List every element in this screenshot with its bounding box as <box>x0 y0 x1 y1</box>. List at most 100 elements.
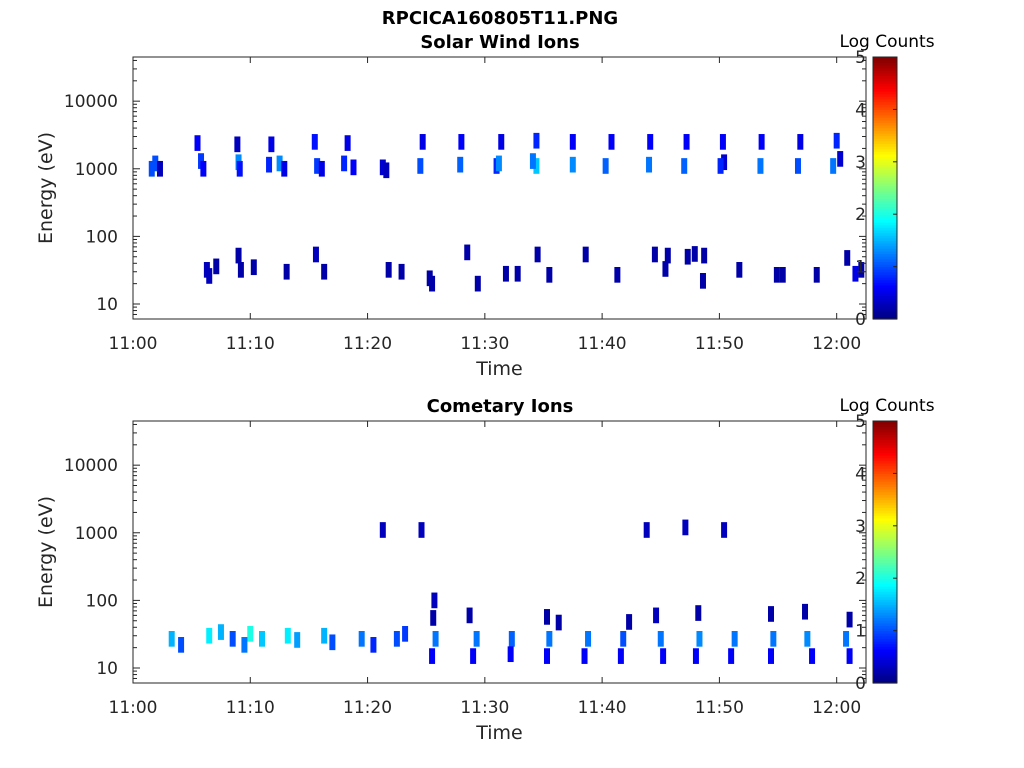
colorbar-segment <box>873 64 897 69</box>
colorbar-segment <box>873 431 897 435</box>
heatmap-cell <box>617 648 624 664</box>
plot-frame <box>132 56 867 320</box>
y-tick-label: 10000 <box>64 92 118 112</box>
colorbar-segment <box>873 130 897 134</box>
heatmap-cell <box>417 158 424 174</box>
y-tick-label: 1000 <box>75 524 118 544</box>
x-axis-label: Time <box>475 358 523 380</box>
heatmap-cell <box>728 648 735 664</box>
colorbar-tick-label: 5 <box>855 48 866 68</box>
colorbar-tick-label: 5 <box>855 412 866 432</box>
colorbar-segment <box>873 483 897 488</box>
heatmap-cell <box>691 246 698 262</box>
heatmap-cell <box>757 158 764 174</box>
heatmap-cell <box>813 266 820 283</box>
heatmap-cell <box>235 247 242 264</box>
colorbar-segment <box>873 575 897 579</box>
colorbar-segment <box>873 67 897 71</box>
heatmap-cell <box>294 632 301 648</box>
heatmap-cell <box>844 250 851 266</box>
colorbar-segment <box>873 447 897 451</box>
heatmap-cell <box>699 273 706 289</box>
heatmap-cell <box>259 630 266 647</box>
colorbar-segment <box>873 182 897 186</box>
heatmap-cell <box>534 246 541 263</box>
colorbar-segment <box>873 159 897 163</box>
colorbar-segment <box>873 544 897 548</box>
heatmap-cell <box>156 160 163 177</box>
heatmap-cell <box>546 630 553 647</box>
heatmap-cell <box>321 627 328 644</box>
heatmap-cell <box>329 634 336 651</box>
colorbar-segment <box>873 489 897 493</box>
colorbar-segment <box>873 193 897 197</box>
heatmap-cell <box>555 614 562 631</box>
heatmap-cell <box>430 610 437 626</box>
heatmap-cell <box>614 266 621 283</box>
heatmap-cell <box>379 159 386 176</box>
colorbar-segment <box>873 494 897 498</box>
heatmap-cell <box>569 134 576 150</box>
colorbar-segment <box>873 654 897 658</box>
colorbar-segment <box>873 536 897 540</box>
heatmap-cell <box>647 134 654 150</box>
heatmap-cell <box>768 648 775 664</box>
colorbar-segment <box>873 232 897 236</box>
heatmap-cell <box>284 627 291 644</box>
heatmap-cell <box>646 156 653 173</box>
heatmap-cell <box>466 607 473 624</box>
colorbar-segment <box>873 83 897 87</box>
heatmap-cell <box>498 134 505 150</box>
colorbar-segment <box>873 169 897 173</box>
colorbar-segment <box>873 224 897 228</box>
colorbar-segment <box>873 313 897 317</box>
colorbar-segment <box>873 633 897 637</box>
colorbar-tick-label: 2 <box>855 569 866 589</box>
heatmap-cell <box>770 630 777 647</box>
colorbar-segment <box>873 132 897 137</box>
heatmap-cell <box>318 160 325 177</box>
heatmap-cell <box>458 134 465 150</box>
colorbar-segment <box>873 559 897 564</box>
colorbar-tick-label: 0 <box>855 310 866 330</box>
colorbar-segment <box>873 462 897 467</box>
colorbar-segment <box>873 282 897 286</box>
colorbar-segment <box>873 552 897 556</box>
colorbar-segment <box>873 643 897 647</box>
colorbar-segment <box>873 436 897 440</box>
y-tick-label: 10000 <box>64 456 118 476</box>
heatmap-cell <box>681 158 688 174</box>
colorbar-segment <box>873 557 897 561</box>
colorbar-segment <box>873 287 897 291</box>
chart-panel-1: Solar Wind Ions 11:00 11:10 11:20 11:30 11:40… <box>35 32 935 380</box>
colorbar-segment <box>873 499 897 503</box>
colorbar-frame <box>872 56 898 320</box>
colorbar-segment <box>873 578 897 582</box>
colorbar-segment <box>873 460 897 464</box>
heatmap-cell <box>419 134 426 150</box>
heatmap-cell <box>370 637 377 653</box>
heatmap-cell <box>168 630 175 647</box>
colorbar-segment <box>873 70 897 74</box>
heatmap-cell <box>843 630 850 647</box>
colorbar-segment <box>873 98 897 103</box>
colorbar-segment <box>873 672 897 676</box>
heatmap-cell <box>626 614 633 630</box>
colorbar-segment <box>873 104 897 108</box>
y-axis-label: Energy (eV) <box>35 132 57 244</box>
colorbar-segment <box>873 612 897 616</box>
colorbar-segment <box>873 664 897 668</box>
x-tick-label: 11:20 <box>343 698 392 718</box>
colorbar-segment <box>873 675 897 679</box>
colorbar-segment <box>873 156 897 160</box>
colorbar-segment <box>873 125 897 129</box>
colorbar-segment <box>873 515 897 519</box>
heatmap-cell <box>321 263 328 280</box>
x-tick-label: 12:00 <box>812 334 861 354</box>
colorbar-segment <box>873 146 897 150</box>
colorbar-segment <box>873 549 897 553</box>
colorbar-segment <box>873 496 897 501</box>
heatmap-cell <box>664 247 671 264</box>
